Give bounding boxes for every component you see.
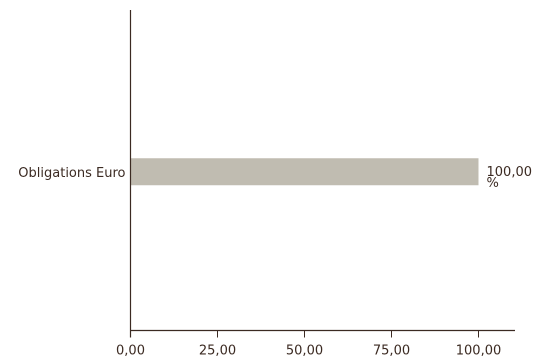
x-tick-label: 25,00	[199, 344, 236, 359]
bar-value-label: 100,00	[487, 165, 533, 180]
x-tick-label: 75,00	[373, 344, 410, 359]
bar-0	[130, 158, 479, 186]
category-label: Obligations Euro	[18, 166, 125, 181]
bar-value-unit-label: %	[487, 176, 499, 191]
x-tick-label: 50,00	[286, 344, 323, 359]
x-tick-label: 100,00	[456, 344, 502, 359]
bars-layer	[130, 158, 479, 186]
labels-layer: Obligations Euro 100,00% 0,00 25,00 50,00 75,…	[18, 165, 532, 359]
x-tick-label: 0,00	[116, 344, 145, 359]
axes-layer	[129, 10, 515, 338]
